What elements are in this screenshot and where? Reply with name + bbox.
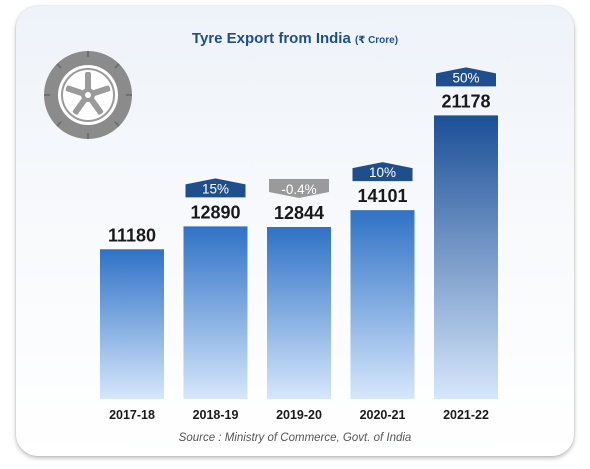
bar-2021-22 [434, 115, 498, 399]
value-label: 14101 [357, 186, 407, 206]
value-label: 12890 [190, 202, 240, 222]
growth-label: -0.4% [281, 182, 316, 197]
growth-label: 50% [452, 70, 479, 85]
growth-badge-up [436, 67, 496, 87]
tyre-icon [44, 51, 132, 139]
growth-badge-down [269, 179, 329, 199]
chart-title-text: Tyre Export from India [191, 30, 351, 47]
source-note: Source : Ministry of Commerce, Govt. of … [178, 432, 412, 444]
x-tick-label: 2020-21 [360, 408, 406, 422]
bar-2017-18 [100, 249, 164, 399]
x-tick-label: 2021-22 [443, 408, 489, 422]
value-label: 11180 [108, 225, 156, 245]
chart-title: Tyre Export from India (₹ Crore) [0, 30, 590, 47]
value-label: 21178 [441, 91, 490, 111]
x-tick-label: 2018-19 [193, 408, 239, 422]
bar-2019-20 [267, 227, 331, 399]
value-label: 12844 [274, 203, 324, 223]
growth-label: 10% [369, 165, 396, 180]
chart-title-unit: (₹ Crore) [355, 35, 399, 46]
x-tick-label: 2017-18 [109, 408, 155, 422]
growth-badge-up [352, 162, 413, 182]
growth-label: 15% [202, 181, 229, 196]
bar-2020-21 [350, 210, 415, 399]
x-tick-label: 2019-20 [276, 408, 322, 422]
bar-2018-19 [183, 226, 248, 399]
growth-badge-up [185, 178, 246, 198]
